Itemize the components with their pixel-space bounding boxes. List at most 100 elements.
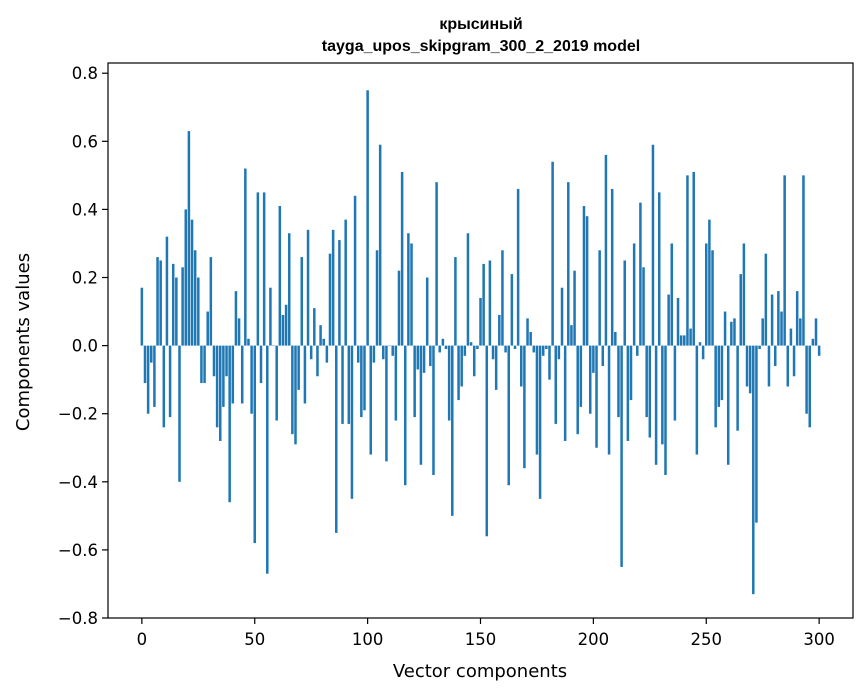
bar	[278, 206, 282, 346]
y-axis-ticks: −0.8 −0.6 −0.4 −0.2 0.0 0.2 0.4 0.6 0.8	[58, 64, 108, 628]
x-tick-label: 200	[578, 630, 610, 649]
bar	[491, 345, 495, 360]
bar	[623, 260, 626, 346]
x-axis-ticks: 0 50 100 150 200 250 300	[137, 618, 835, 649]
bar	[773, 345, 777, 367]
x-tick-label: 300	[803, 630, 835, 649]
bar	[460, 345, 463, 387]
bar	[162, 345, 166, 428]
bar	[150, 345, 153, 363]
bar	[482, 263, 485, 346]
bar	[705, 243, 708, 346]
bar	[228, 345, 231, 503]
bar	[438, 345, 441, 353]
x-tick-label: 0	[137, 630, 148, 649]
bar	[617, 345, 620, 418]
bar	[391, 345, 394, 356]
bar	[253, 345, 256, 544]
bar	[686, 175, 689, 346]
bar	[197, 277, 200, 346]
bar	[385, 345, 388, 462]
bar	[739, 274, 742, 346]
bar	[175, 277, 178, 346]
bar	[231, 345, 235, 404]
bar	[657, 192, 661, 346]
bar	[541, 345, 545, 356]
bar	[209, 257, 213, 346]
bar	[604, 154, 608, 346]
bar	[488, 260, 492, 346]
bar	[316, 345, 319, 377]
bar	[545, 345, 548, 350]
bar	[256, 192, 260, 346]
bar	[378, 144, 382, 346]
bar	[313, 308, 316, 346]
bar	[548, 345, 551, 380]
bar	[266, 345, 269, 574]
bar	[598, 250, 601, 346]
bar	[698, 342, 702, 346]
bar	[206, 311, 209, 346]
bar	[366, 90, 369, 346]
bar	[573, 270, 576, 346]
bar	[222, 345, 225, 407]
bar	[143, 345, 147, 384]
bar	[786, 345, 790, 387]
x-tick-label: 150	[465, 630, 497, 649]
bar	[237, 318, 241, 346]
bar	[736, 345, 739, 431]
bar	[805, 345, 808, 414]
bar	[683, 335, 686, 346]
bar	[287, 233, 291, 346]
bar	[388, 345, 391, 347]
bar	[394, 345, 398, 421]
bar	[708, 219, 711, 346]
bar	[432, 345, 435, 475]
bar	[770, 294, 774, 346]
bar	[664, 345, 667, 475]
bar	[507, 345, 510, 486]
bar	[281, 314, 285, 346]
bar	[447, 345, 451, 421]
bar	[225, 345, 228, 377]
bar	[485, 345, 489, 537]
bar	[469, 342, 473, 346]
bar	[817, 345, 821, 356]
bar	[592, 345, 595, 373]
bar	[529, 331, 532, 346]
bar	[789, 328, 793, 346]
bar	[203, 345, 206, 384]
bar	[344, 219, 347, 346]
bar	[369, 345, 373, 455]
bar	[416, 345, 420, 370]
bar	[607, 345, 611, 455]
bar	[614, 331, 617, 346]
bar	[272, 345, 275, 347]
bar	[610, 188, 614, 346]
bar	[535, 345, 539, 455]
bar	[413, 345, 416, 418]
bar	[632, 243, 636, 346]
bar	[262, 192, 266, 346]
bar	[570, 325, 573, 346]
bar	[466, 233, 470, 346]
bar	[626, 345, 630, 441]
bar	[190, 219, 194, 346]
bar	[309, 345, 313, 360]
bar	[532, 345, 536, 353]
bar	[322, 338, 325, 346]
bar	[560, 287, 564, 346]
x-axis-label: Vector components	[393, 661, 567, 682]
bar	[259, 345, 263, 384]
bar	[338, 240, 341, 346]
bar	[755, 345, 758, 523]
bar	[403, 345, 407, 486]
bar	[184, 209, 188, 346]
y-tick-label: −0.4	[58, 473, 98, 492]
bar	[319, 325, 322, 346]
bar	[654, 345, 658, 465]
y-axis-label: Components values	[13, 253, 34, 431]
bar	[250, 345, 253, 414]
bar	[425, 277, 429, 346]
bar	[297, 345, 300, 390]
